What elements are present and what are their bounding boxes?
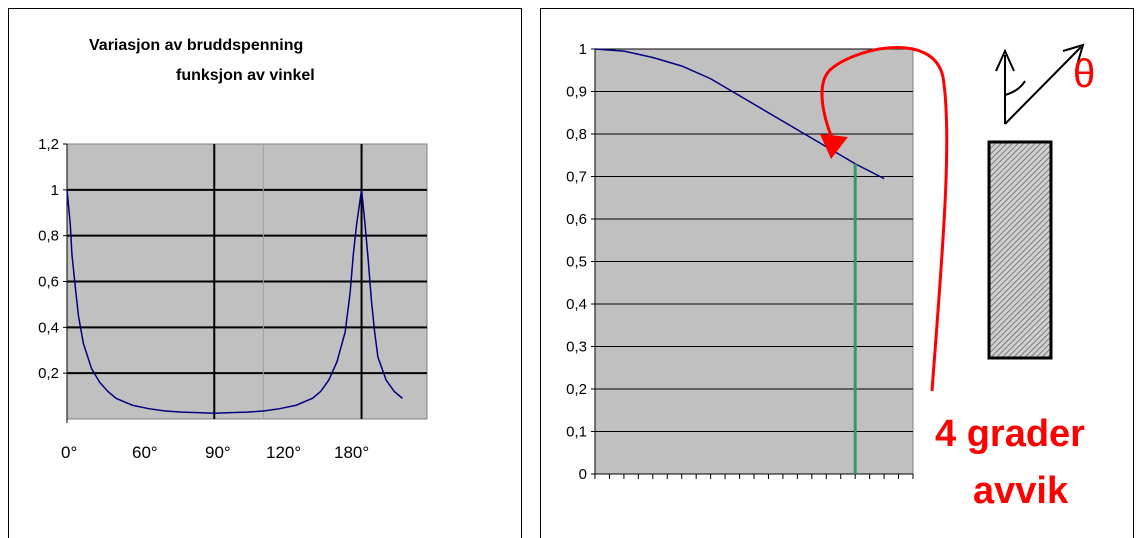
y-tick-label: 0,8 [38, 228, 59, 245]
y-tick-label: 1 [51, 182, 59, 199]
y-tick-label: 1 [579, 41, 587, 58]
y-tick-label: 0,5 [566, 254, 587, 271]
y-tick-label: 0,4 [38, 319, 59, 336]
y-tick-label: 0 [579, 466, 587, 483]
angle-arc [1004, 80, 1026, 96]
x-tick-label: 90° [205, 443, 231, 462]
left-chart-title-line2: funksjon av vinkel [176, 67, 315, 84]
annotation-line1: 4 grader [935, 413, 1085, 455]
y-tick-label: 1,2 [38, 136, 59, 153]
x-tick-label: 0° [61, 443, 77, 462]
y-tick-label: 0,4 [566, 296, 587, 313]
red-arrow-head [820, 134, 848, 159]
red-arrow-curve [820, 46, 949, 392]
y-tick-label: 0,3 [566, 339, 587, 356]
vertical-arrow-head [995, 48, 1015, 72]
y-tick-label: 0,7 [566, 169, 587, 186]
theta-symbol: θ [1073, 52, 1095, 96]
specimen-rect [987, 140, 1053, 360]
x-tick-label: 120° [266, 443, 301, 462]
right-chart-svg: 0 0,1 0,2 0,3 0,4 0,5 0,6 0,7 0,8 0,9 1 θ 4 grader av… [566, 41, 1095, 512]
y-tick-label: 0,1 [566, 424, 587, 441]
right-chart-panel: 0 0,1 0,2 0,3 0,4 0,5 0,6 0,7 0,8 0,9 1 θ 4 grader av… [540, 8, 1134, 538]
y-tick-label: 0,6 [38, 274, 59, 291]
angled-arrow-shaft [1004, 46, 1082, 125]
left-chart-panel: Variasjon av bruddspenning funksjon av v… [8, 8, 522, 538]
y-tick-label: 0,6 [566, 211, 587, 228]
series-line [66, 189, 403, 415]
angled-arrow-head [1062, 43, 1085, 66]
x-tick-label: 180° [334, 443, 369, 462]
theta-direction-icon [995, 43, 1085, 125]
x-tick-label: 60° [132, 443, 158, 462]
y-tick-label: 0,2 [38, 365, 59, 382]
y-tick-label: 0,8 [566, 126, 587, 143]
annotation-line2: avvik [973, 470, 1069, 512]
y-tick-label: 0,2 [566, 381, 587, 398]
left-chart-svg: 0,2 0,4 0,6 0,8 1 1,2 0° 60° 90° 120° 180° [38, 136, 428, 462]
y-tick-label: 0,9 [566, 84, 587, 101]
left-chart-title-line1: Variasjon av bruddspenning [89, 37, 304, 54]
